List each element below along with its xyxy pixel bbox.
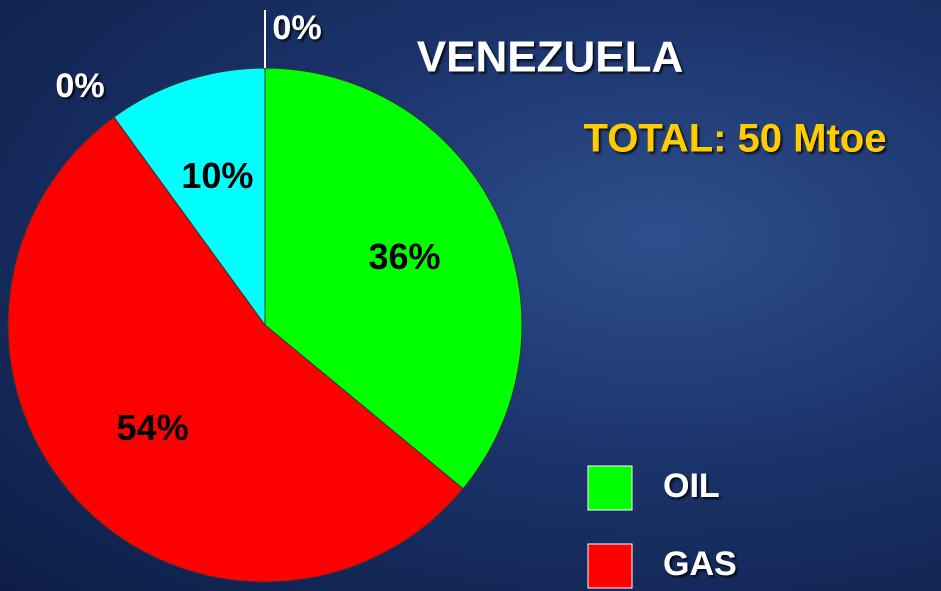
legend-label: OIL bbox=[663, 467, 720, 505]
legend-swatch bbox=[588, 544, 632, 588]
slice-label: 10% bbox=[181, 155, 253, 196]
legend-swatch bbox=[588, 466, 632, 510]
chart-title: VENEZUELA bbox=[417, 33, 683, 82]
slice-label: 0% bbox=[272, 9, 321, 47]
slice-label: 54% bbox=[117, 407, 189, 448]
slide: VENEZUELA TOTAL: 50 Mtoe 36% 54% 10% 0% 0% OI… bbox=[0, 0, 941, 591]
slice-label: 36% bbox=[368, 236, 440, 277]
slice-label: 0% bbox=[55, 67, 104, 105]
legend-label: GAS bbox=[663, 545, 737, 583]
chart-subtitle: TOTAL: 50 Mtoe bbox=[584, 117, 887, 161]
